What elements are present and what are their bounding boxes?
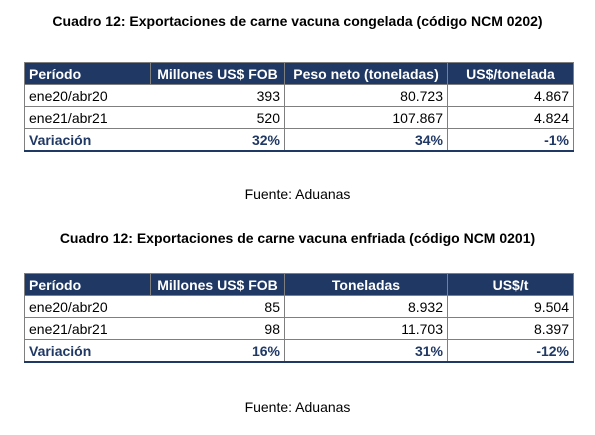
table-row: ene21/abr21 98 11.703 8.397 xyxy=(24,317,574,340)
table-row: ene20/abr20 393 80.723 4.867 xyxy=(24,84,574,107)
table1-variation-fob: 32% xyxy=(150,128,285,152)
table2-source: Fuente: Aduanas xyxy=(244,399,351,415)
table2-variation-label: Variación xyxy=(24,339,151,363)
table2-row1-price: 9.504 xyxy=(447,295,574,318)
table1-source: Fuente: Aduanas xyxy=(244,186,351,202)
table1-row2-period: ene21/abr21 xyxy=(24,106,151,129)
table1-row1-fob: 393 xyxy=(150,84,285,107)
table2-header-tons: Toneladas xyxy=(284,273,448,296)
table1-row2-price: 4.824 xyxy=(447,106,574,129)
table1-variation-label: Variación xyxy=(24,128,151,152)
table1: Período Millones US$ FOB Peso neto (tone… xyxy=(24,62,574,152)
table2-header-fob: Millones US$ FOB xyxy=(150,273,285,296)
table2-row2-fob: 98 xyxy=(150,317,285,340)
table2-row1-fob: 85 xyxy=(150,295,285,318)
table-row: ene20/abr20 85 8.932 9.504 xyxy=(24,295,574,318)
table1-header-row: Período Millones US$ FOB Peso neto (tone… xyxy=(24,62,574,85)
table2-row2-period: ene21/abr21 xyxy=(24,317,151,340)
table2-header-price: US$/t xyxy=(447,273,574,296)
table1-variation-row: Variación 32% 34% -1% xyxy=(24,128,574,152)
table1-variation-price: -1% xyxy=(447,128,574,152)
table1-row1-weight: 80.723 xyxy=(284,84,448,107)
table1-header-fob: Millones US$ FOB xyxy=(150,62,285,85)
table2-variation-fob: 16% xyxy=(150,339,285,363)
table1-header-period: Período xyxy=(24,62,151,85)
table2-variation-tons: 31% xyxy=(284,339,448,363)
table1-row2-fob: 520 xyxy=(150,106,285,129)
table2-variation-price: -12% xyxy=(447,339,574,363)
table2-row2-price: 8.397 xyxy=(447,317,574,340)
table2-title: Cuadro 12: Exportaciones de carne vacuna… xyxy=(59,230,536,246)
table2-row1-tons: 8.932 xyxy=(284,295,448,318)
table2-row2-tons: 11.703 xyxy=(284,317,448,340)
table2: Período Millones US$ FOB Toneladas US$/t… xyxy=(24,273,574,363)
table1-header-weight: Peso neto (toneladas) xyxy=(284,62,448,85)
table1-row1-price: 4.867 xyxy=(447,84,574,107)
table1-row1-period: ene20/abr20 xyxy=(24,84,151,107)
table2-variation-row: Variación 16% 31% -12% xyxy=(24,339,574,363)
table-row: ene21/abr21 520 107.867 4.824 xyxy=(24,106,574,129)
table1-header-price: US$/tonelada xyxy=(447,62,574,85)
table1-row2-weight: 107.867 xyxy=(284,106,448,129)
table2-row1-period: ene20/abr20 xyxy=(24,295,151,318)
table1-variation-weight: 34% xyxy=(284,128,448,152)
table2-header-row: Período Millones US$ FOB Toneladas US$/t xyxy=(24,273,574,296)
table2-header-period: Período xyxy=(24,273,151,296)
table1-title: Cuadro 12: Exportaciones de carne vacuna… xyxy=(52,13,543,29)
